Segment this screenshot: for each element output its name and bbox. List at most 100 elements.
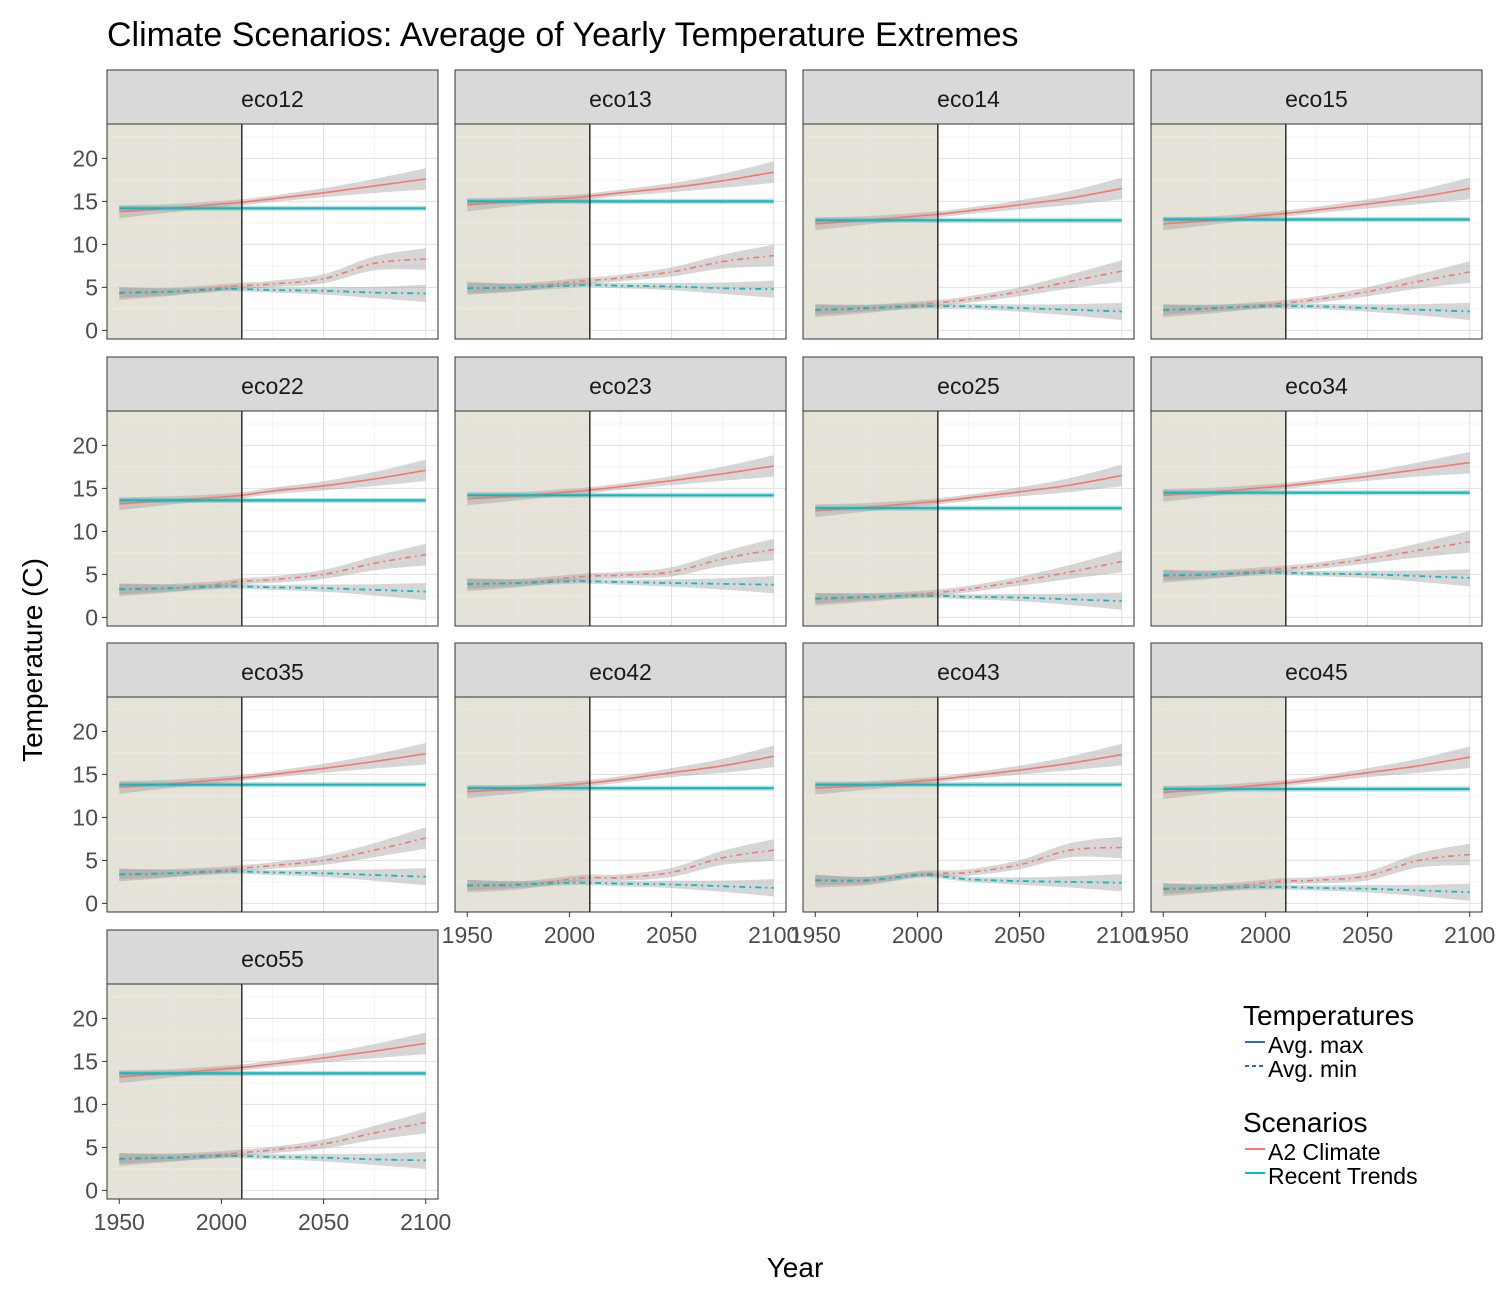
strip-eco34 bbox=[1150, 356, 1483, 412]
legend-label-a2-climate: A2 Climate bbox=[1268, 1139, 1380, 1165]
ribbon-recent-min bbox=[1163, 302, 1470, 321]
ribbon-a2-min bbox=[467, 839, 774, 893]
ribbon-a2-min bbox=[1163, 843, 1470, 897]
legend-label-avg-min: Avg. min bbox=[1268, 1056, 1357, 1082]
strip-label-eco45: eco45 bbox=[1285, 659, 1348, 685]
ribbon-recent-min bbox=[815, 592, 1122, 610]
strip-eco45 bbox=[1150, 642, 1483, 698]
chart-title: Climate Scenarios: Average of Yearly Tem… bbox=[107, 16, 1019, 54]
ribbon-a2-min bbox=[467, 244, 774, 295]
ribbon-recent-min bbox=[1163, 569, 1470, 587]
ribbon-recent-min bbox=[119, 284, 426, 302]
ribbon-recent-min bbox=[467, 879, 774, 897]
panel-eco42: eco42 1950 2000 2050 2100 bbox=[442, 642, 799, 948]
x-tick-label: 2000 bbox=[544, 922, 595, 948]
ribbon-a2-max bbox=[467, 161, 774, 212]
panel-eco13: eco13 bbox=[454, 69, 787, 340]
ribbon-a2-min bbox=[119, 248, 426, 300]
legend: Temperatures Avg. max Avg. min Scenarios… bbox=[1243, 1000, 1418, 1189]
strip-eco23 bbox=[454, 356, 787, 412]
y-tick-label: 15 bbox=[72, 1048, 98, 1074]
legend-label-avg-max: Avg. max bbox=[1268, 1032, 1364, 1058]
y-tick-label: 5 bbox=[85, 1134, 98, 1160]
y-tick-label: 10 bbox=[72, 804, 98, 830]
x-tick-label: 2100 bbox=[748, 922, 799, 948]
y-tick-label: 5 bbox=[85, 561, 98, 587]
ribbon-a2-min bbox=[119, 827, 426, 882]
history-shade-eco12 bbox=[107, 124, 242, 339]
ribbon-recent-min bbox=[119, 1151, 426, 1169]
ribbon-recent-min bbox=[119, 868, 426, 886]
x-tick-label: 1950 bbox=[790, 922, 841, 948]
panel-eco25: eco25 bbox=[802, 356, 1135, 627]
history-shade-eco43 bbox=[803, 697, 938, 912]
strip-label-eco43: eco43 bbox=[937, 659, 1000, 685]
strip-eco14 bbox=[802, 69, 1135, 125]
strip-label-eco35: eco35 bbox=[241, 659, 304, 685]
strip-eco12 bbox=[106, 69, 439, 125]
history-shade-eco35 bbox=[107, 697, 242, 912]
x-tick-label: 2100 bbox=[1444, 922, 1495, 948]
y-tick-label: 5 bbox=[85, 847, 98, 873]
line-recent-min-eco25 bbox=[815, 594, 1122, 602]
y-tick-label: 10 bbox=[72, 1091, 98, 1117]
panel-border-eco12 bbox=[106, 123, 439, 340]
y-tick-label: 20 bbox=[72, 1005, 98, 1031]
x-tick-label: 1950 bbox=[94, 1209, 145, 1235]
panel-eco12: eco12 0 5 10 15 20 bbox=[72, 69, 439, 343]
line-recent-min-eco42 bbox=[467, 881, 774, 889]
legend-title-scenarios: Scenarios bbox=[1243, 1107, 1368, 1138]
ribbon-a2-min bbox=[467, 538, 774, 592]
x-tick-label: 1950 bbox=[442, 922, 493, 948]
y-tick-label: 0 bbox=[85, 317, 98, 343]
x-tick-label: 2000 bbox=[892, 922, 943, 948]
line-a2-max-eco25 bbox=[815, 474, 1122, 512]
history-shade-eco15 bbox=[1151, 124, 1286, 339]
panel-eco22: eco22 0 5 10 15 20 bbox=[72, 356, 439, 630]
strip-label-eco34: eco34 bbox=[1285, 373, 1348, 399]
strip-eco35 bbox=[106, 642, 439, 698]
panel-eco45: eco45 1950 2000 2050 2100 bbox=[1138, 642, 1495, 948]
strip-label-eco12: eco12 bbox=[241, 86, 304, 112]
ribbon-recent-min bbox=[815, 302, 1122, 321]
legend-title-temperatures: Temperatures bbox=[1243, 1000, 1414, 1031]
panel-eco15: eco15 bbox=[1150, 69, 1483, 340]
panel-border-eco43 bbox=[802, 696, 1135, 913]
panel-border-eco34 bbox=[1150, 410, 1483, 627]
y-tick-label: 20 bbox=[72, 718, 98, 744]
history-shade-eco55 bbox=[107, 984, 242, 1199]
x-tick-label: 2000 bbox=[196, 1209, 247, 1235]
panel-border-eco42 bbox=[454, 696, 787, 913]
line-recent-min-eco35 bbox=[119, 870, 426, 878]
history-shade-eco14 bbox=[803, 124, 938, 339]
strip-label-eco25: eco25 bbox=[937, 373, 1000, 399]
ribbon-a2-max bbox=[815, 464, 1122, 518]
y-tick-label: 10 bbox=[72, 518, 98, 544]
strip-eco42 bbox=[454, 642, 787, 698]
y-tick-label: 0 bbox=[85, 604, 98, 630]
panel-border-eco23 bbox=[454, 410, 787, 627]
strip-eco15 bbox=[1150, 69, 1483, 125]
y-tick-label: 0 bbox=[85, 1177, 98, 1203]
legend-label-recent-trends: Recent Trends bbox=[1268, 1163, 1418, 1189]
line-a2-max-eco35 bbox=[119, 753, 426, 789]
y-tick-label: 15 bbox=[72, 761, 98, 787]
x-tick-label: 2050 bbox=[646, 922, 697, 948]
ribbon-a2-max bbox=[119, 459, 426, 511]
line-recent-min-eco13 bbox=[467, 283, 774, 290]
panel-border-eco15 bbox=[1150, 123, 1483, 340]
ribbon-a2-max bbox=[1163, 746, 1470, 799]
ribbon-a2-min bbox=[119, 1111, 426, 1166]
strip-label-eco13: eco13 bbox=[589, 86, 652, 112]
x-tick-label: 2100 bbox=[1096, 922, 1147, 948]
panel-eco55: eco55 0 5 10 15 20 1950 2000 2050 2100 bbox=[72, 929, 451, 1235]
y-axis-title: Temperature (C) bbox=[17, 558, 48, 762]
strip-label-eco15: eco15 bbox=[1285, 86, 1348, 112]
ribbon-recent-min bbox=[467, 576, 774, 594]
strip-eco13 bbox=[454, 69, 787, 125]
line-recent-min-eco43 bbox=[815, 873, 1122, 884]
strip-label-eco42: eco42 bbox=[589, 659, 652, 685]
panel-eco35: eco35 0 5 10 15 20 bbox=[72, 642, 439, 916]
strip-label-eco23: eco23 bbox=[589, 373, 652, 399]
